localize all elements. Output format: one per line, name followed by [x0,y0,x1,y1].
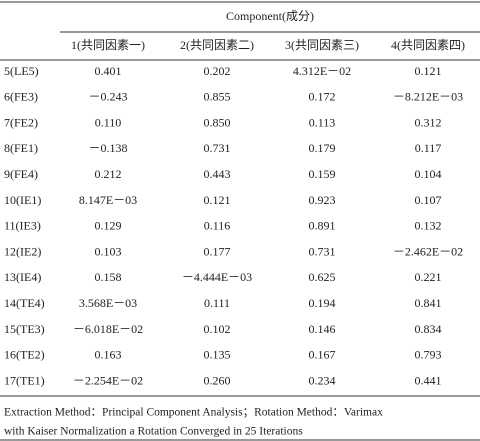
row-label: 17(TE1) [4,373,45,387]
cell: 8.147E－03 [79,193,137,207]
cell: 0.177 [204,244,231,258]
cell: 0.212 [95,167,122,181]
cell: 0.103 [95,244,122,258]
column-header: 3(共同因素三) [285,38,359,52]
row-label: 8(FE1) [4,141,38,155]
cell: －0.138 [88,141,127,155]
group-header: Component(成分) [226,9,314,23]
cell: 0.163 [95,348,122,362]
row-label: 12(IE2) [4,244,41,258]
cell: 0.110 [95,115,122,129]
cell: 0.111 [204,296,230,310]
cell: 0.104 [415,167,442,181]
row-label: 7(FE2) [4,115,38,129]
row-label: 6(FE3) [4,90,38,104]
footnote: with Kaiser Normalization a Rotation Con… [4,426,303,438]
column-header: 1(共同因素一) [71,38,145,52]
cell: 0.731 [309,244,336,258]
cell: 0.113 [309,115,336,129]
cell: －4.444E－03 [182,270,252,284]
row-label: 15(TE3) [4,322,45,336]
cell: 0.194 [309,296,336,310]
cell: 0.117 [415,141,442,155]
cell: 0.312 [415,115,442,129]
cell: －2.254E－02 [73,373,143,387]
cell: －2.462E－02 [393,244,463,258]
cell: 0.172 [309,90,336,104]
row-label: 13(IE4) [4,270,41,284]
cell: 0.850 [204,115,231,129]
cell: 0.179 [309,141,336,155]
cell: 0.132 [415,219,442,233]
cell: 0.121 [204,193,231,207]
cell: 0.625 [309,270,336,284]
cell: －8.212E－03 [393,90,463,104]
cell: 0.116 [204,219,231,233]
cell: 0.121 [415,64,442,78]
cell: －0.243 [88,90,127,104]
cell: 0.855 [204,90,231,104]
cell: 0.731 [204,141,231,155]
cell: 0.107 [415,193,442,207]
cell: 0.441 [415,373,442,387]
cell: 0.102 [204,322,231,336]
cell: 0.159 [309,167,336,181]
row-label: 9(FE4) [4,167,38,181]
cell: 0.234 [309,373,336,387]
cell: 0.923 [309,193,336,207]
cell: －6.018E－02 [73,322,143,336]
cell: 0.167 [309,348,336,362]
cell: 0.401 [95,64,122,78]
cell: 0.834 [415,322,442,336]
row-label: 5(LE5) [4,64,39,78]
cell: 0.146 [309,322,336,336]
cell: 0.260 [204,373,231,387]
cell: 4.312E－02 [293,64,351,78]
cell: 0.135 [204,348,231,362]
cell: 0.221 [415,270,442,284]
cell: 0.841 [415,296,442,310]
cell: 3.568E－03 [79,296,137,310]
row-label: 14(TE4) [4,296,45,310]
cell: 0.891 [309,219,336,233]
column-header: 2(共同因素二) [180,38,254,52]
cell: 0.202 [204,64,231,78]
row-label: 11(IE3) [4,219,41,233]
cell: 0.158 [95,270,122,284]
footnote: Extraction Method：Principal Component An… [4,407,383,419]
cell: 0.443 [204,167,231,181]
row-label: 10(IE1) [4,193,41,207]
cell: 0.129 [95,219,122,233]
row-label: 16(TE2) [4,348,45,362]
column-header: 4(共同因素四) [391,38,465,52]
cell: 0.793 [415,348,442,362]
